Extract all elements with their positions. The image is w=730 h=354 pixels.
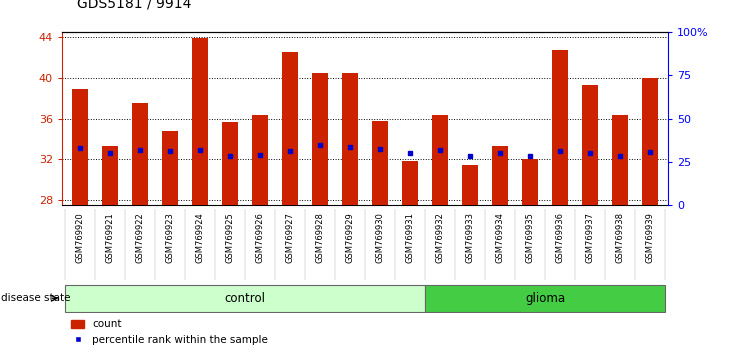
Text: GSM769930: GSM769930 — [375, 212, 385, 263]
Bar — [65, 285, 425, 312]
Text: control: control — [225, 292, 266, 305]
Text: GSM769928: GSM769928 — [315, 212, 325, 263]
Bar — [642, 78, 658, 205]
Bar — [612, 114, 629, 205]
Text: GSM769920: GSM769920 — [75, 212, 85, 263]
Bar — [522, 159, 538, 205]
Text: GSM769935: GSM769935 — [526, 212, 534, 263]
Text: GSM769925: GSM769925 — [226, 212, 234, 263]
Text: GSM769933: GSM769933 — [466, 212, 474, 263]
Bar — [462, 165, 478, 205]
Text: disease state: disease state — [1, 293, 70, 303]
Bar — [425, 285, 665, 312]
Text: GDS5181 / 9914: GDS5181 / 9914 — [77, 0, 191, 11]
Bar — [192, 38, 208, 205]
Legend: count, percentile rank within the sample: count, percentile rank within the sample — [67, 315, 272, 349]
Text: GSM769937: GSM769937 — [585, 212, 594, 263]
Text: glioma: glioma — [525, 292, 565, 305]
Bar — [552, 50, 568, 205]
Text: GSM769923: GSM769923 — [166, 212, 174, 263]
Bar — [101, 146, 118, 205]
Text: GSM769926: GSM769926 — [255, 212, 264, 263]
Bar — [372, 121, 388, 205]
Text: GSM769932: GSM769932 — [436, 212, 445, 263]
Text: GSM769924: GSM769924 — [196, 212, 204, 263]
Text: GSM769938: GSM769938 — [615, 212, 624, 263]
Bar — [402, 161, 418, 205]
Text: GSM769929: GSM769929 — [345, 212, 355, 263]
Text: GSM769934: GSM769934 — [496, 212, 504, 263]
Bar — [582, 85, 598, 205]
Bar — [431, 114, 448, 205]
Bar — [312, 73, 328, 205]
Text: GSM769931: GSM769931 — [405, 212, 415, 263]
Bar — [162, 131, 178, 205]
Bar — [282, 52, 299, 205]
Bar — [252, 114, 268, 205]
Bar — [222, 122, 238, 205]
Text: GSM769922: GSM769922 — [136, 212, 145, 263]
Bar — [72, 89, 88, 205]
Bar — [132, 103, 148, 205]
Text: GSM769936: GSM769936 — [556, 212, 564, 263]
Text: GSM769939: GSM769939 — [645, 212, 655, 263]
Bar — [342, 73, 358, 205]
Bar — [492, 146, 508, 205]
Text: GSM769927: GSM769927 — [285, 212, 294, 263]
Text: GSM769921: GSM769921 — [106, 212, 115, 263]
